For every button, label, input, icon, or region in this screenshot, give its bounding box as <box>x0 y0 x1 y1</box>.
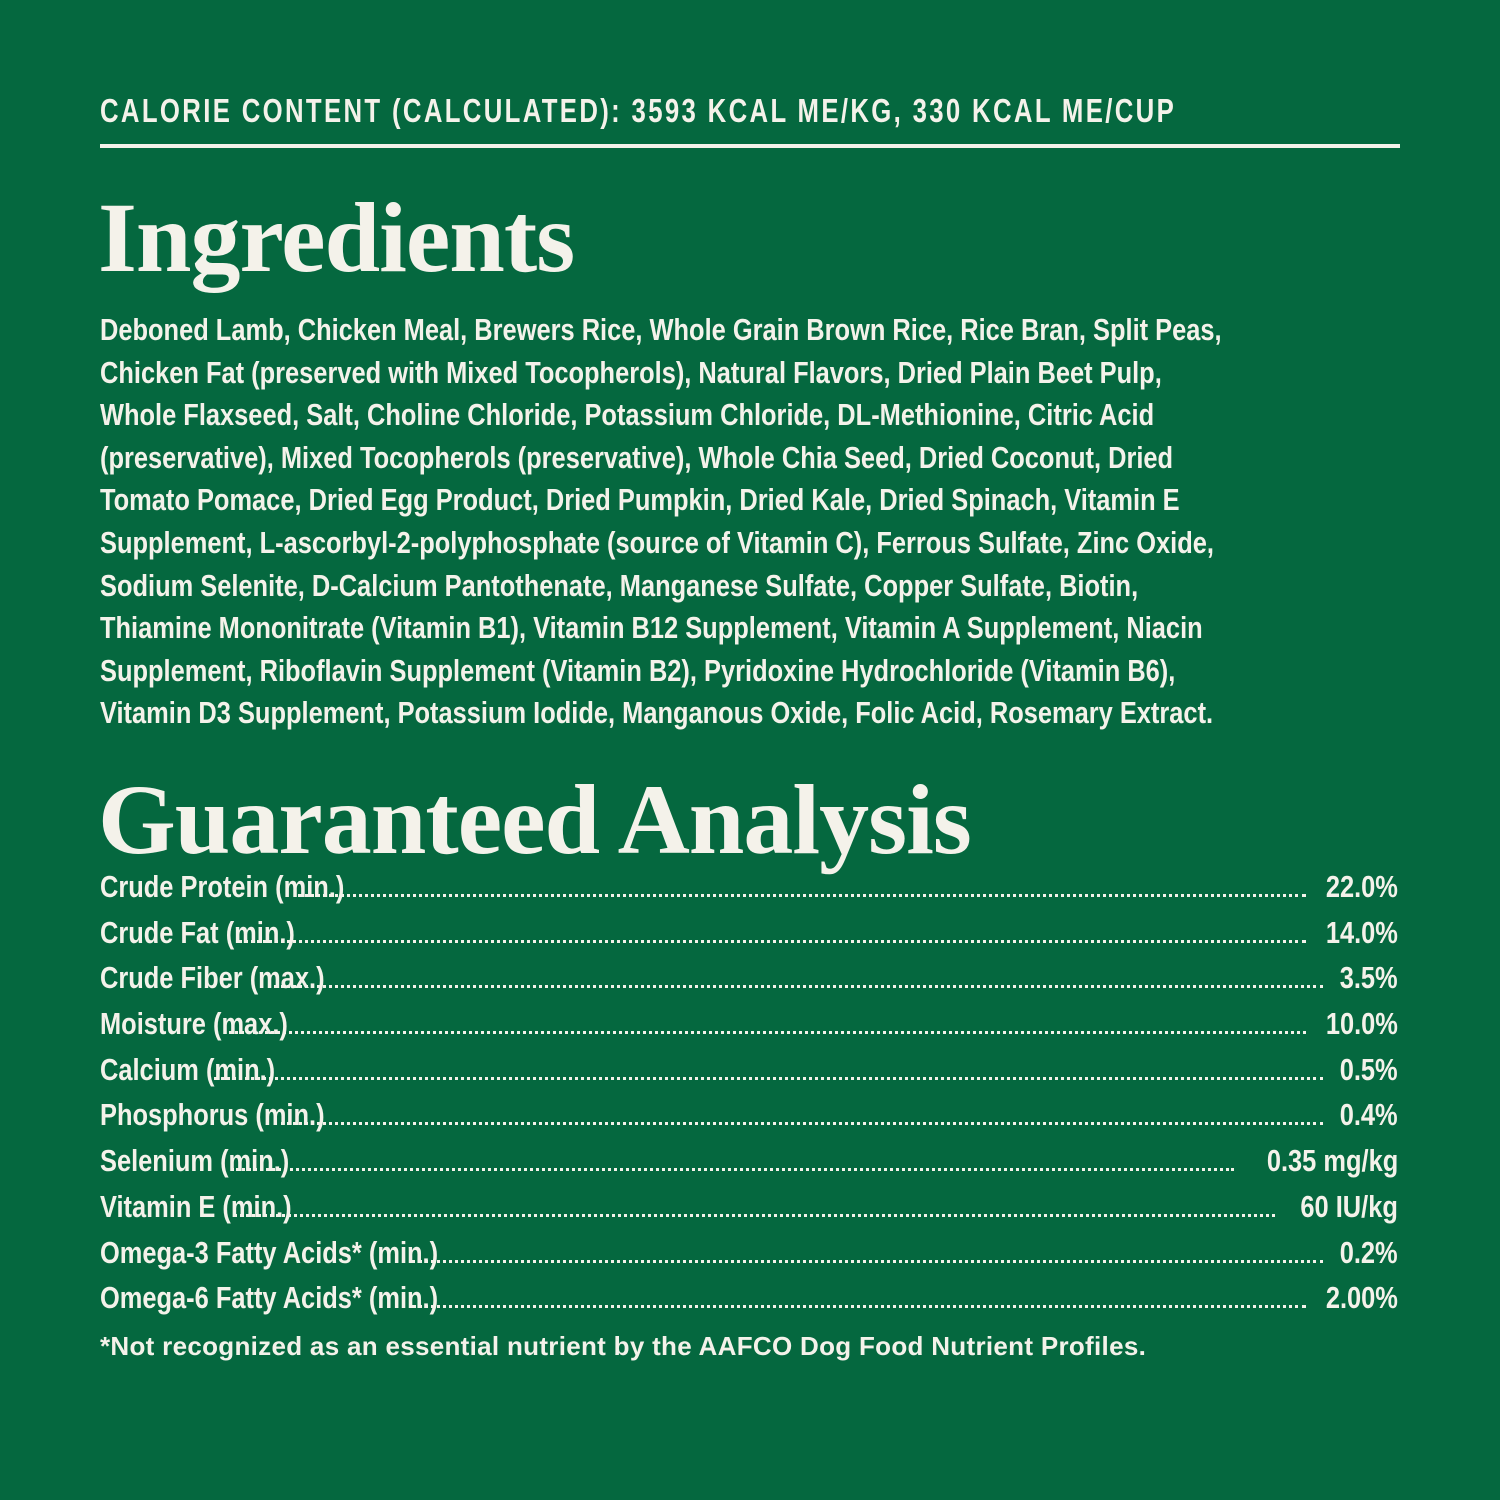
analysis-value: 14.0% <box>1325 914 1398 950</box>
analysis-value: 0.35 mg/kg <box>1266 1143 1398 1179</box>
analysis-value: 10.0% <box>1325 1006 1398 1042</box>
ingredients-line: Chicken Fat (preserved with Mixed Tocoph… <box>100 354 1162 390</box>
analysis-row: Omega-6 Fatty Acids* (min.) 2.00% <box>100 1275 1398 1321</box>
analysis-label: Omega-3 Fatty Acids* (min.) <box>100 1234 439 1270</box>
dot-leader <box>230 1168 1234 1172</box>
ingredients-list: Deboned Lamb, Chicken Meal, Brewers Rice… <box>100 309 1468 735</box>
dot-leader <box>274 1122 1324 1126</box>
divider <box>100 144 1400 148</box>
analysis-value: 22.0% <box>1325 869 1398 904</box>
analysis-row: Calcium (min.) 0.5% <box>100 1047 1398 1093</box>
ingredients-title: Ingredients <box>98 182 575 293</box>
analysis-value: 0.5% <box>1340 1051 1398 1087</box>
analysis-title: Guaranteed Analysis <box>98 764 972 875</box>
analysis-value: 0.4% <box>1340 1097 1398 1133</box>
dot-leader <box>274 985 1324 989</box>
footnote: *Not recognized as an essential nutrient… <box>100 1331 1147 1361</box>
analysis-label: Omega-6 Fatty Acids* (min.) <box>100 1280 439 1316</box>
dot-leader <box>229 1031 1307 1035</box>
analysis-label: Crude Protein (min.) <box>100 869 345 904</box>
analysis-row: Phosphorus (min.) 0.4% <box>100 1092 1398 1138</box>
analysis-value: 60 IU/kg <box>1300 1188 1398 1224</box>
analysis-row: Moisture (max.) 10.0% <box>100 1001 1398 1047</box>
ingredients-line: (preservative), Mixed Tocopherols (prese… <box>100 439 1174 475</box>
dot-leader <box>412 1305 1307 1309</box>
analysis-label: Crude Fiber (max.) <box>100 960 325 996</box>
ingredients-line: Thiamine Mononitrate (Vitamin B1), Vitam… <box>100 610 1203 646</box>
analysis-label: Crude Fat (min.) <box>100 914 295 950</box>
dot-leader <box>298 894 1307 897</box>
ingredients-line: Supplement, L-ascorbyl-2-polyphosphate (… <box>100 524 1214 560</box>
analysis-value: 2.00% <box>1325 1280 1398 1316</box>
analysis-row: Crude Fat (min.) 14.0% <box>100 910 1398 956</box>
analysis-value: 3.5% <box>1340 960 1398 996</box>
analysis-row: Omega-3 Fatty Acids* (min.) 0.2% <box>100 1230 1398 1276</box>
dot-leader <box>233 1213 1276 1217</box>
ingredients-line: Sodium Selenite, D-Calcium Pantothenate,… <box>100 567 1139 603</box>
ingredients-line: Tomato Pomace, Dried Egg Product, Dried … <box>100 482 1180 518</box>
analysis-table: Crude Protein (min.) 22.0% Crude Fat (min.… <box>100 864 1398 1321</box>
analysis-label: Calcium (min.) <box>100 1051 276 1087</box>
analysis-row: Selenium (min.) 0.35 mg/kg <box>100 1138 1398 1184</box>
dot-leader <box>237 939 1307 943</box>
dot-leader <box>412 1259 1324 1263</box>
analysis-label: Moisture (max.) <box>100 1006 288 1042</box>
ingredients-line: Deboned Lamb, Chicken Meal, Brewers Rice… <box>100 312 1222 347</box>
analysis-label: Selenium (min.) <box>100 1143 290 1179</box>
analysis-row: Vitamin E (min.) 60 IU/kg <box>100 1184 1398 1230</box>
dot-leader <box>213 1076 1324 1080</box>
ingredients-line: Vitamin D3 Supplement, Potassium Iodide,… <box>100 695 1214 731</box>
ingredients-line: Whole Flaxseed, Salt, Choline Chloride, … <box>100 397 1155 433</box>
analysis-label: Vitamin E (min.) <box>100 1188 292 1224</box>
analysis-label: Phosphorus (min.) <box>100 1097 325 1133</box>
calorie-content: CALORIE CONTENT (CALCULATED): 3593 KCAL … <box>100 92 1177 129</box>
ingredients-line: Supplement, Riboflavin Supplement (Vitam… <box>100 652 1176 688</box>
analysis-row: Crude Fiber (max.) 3.5% <box>100 955 1398 1001</box>
analysis-row: Crude Protein (min.) 22.0% <box>100 864 1398 910</box>
analysis-value: 0.2% <box>1340 1234 1398 1270</box>
